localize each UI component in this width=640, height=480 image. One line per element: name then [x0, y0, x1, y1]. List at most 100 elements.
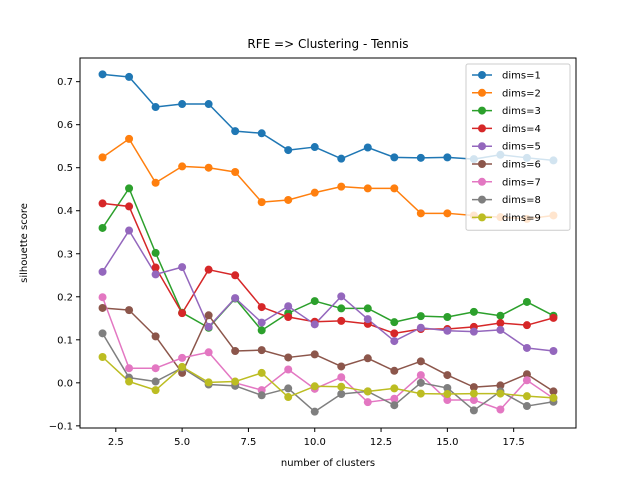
data-point-dims-4: [522, 321, 531, 330]
data-point-dims-9: [496, 389, 505, 398]
data-point-dims-9: [178, 362, 187, 371]
data-point-dims-7: [284, 365, 293, 374]
data-point-dims-8: [522, 402, 531, 411]
legend-item-dims-1: dims=1: [472, 71, 541, 82]
data-point-dims-9: [125, 377, 134, 386]
data-point-dims-9: [363, 387, 372, 396]
legend-marker-dims-8: [478, 195, 486, 204]
data-point-dims-9: [337, 382, 346, 391]
data-point-dims-4: [151, 263, 160, 272]
data-point-dims-2: [98, 153, 107, 162]
data-point-dims-3: [416, 312, 425, 321]
data-point-dims-5: [231, 294, 240, 303]
data-point-dims-2: [257, 198, 266, 207]
chart-title: RFE => Clustering - Tennis: [247, 37, 408, 51]
x-axis-ticks: 2.5 5.0 7.5 10.0 12.5 15.0 17.5: [108, 428, 525, 448]
data-point-dims-9: [151, 386, 160, 395]
x-tick-label: 10.0: [304, 437, 326, 448]
legend-label-dims-9: dims=9: [502, 213, 541, 224]
y-axis-label: silhouette score: [19, 203, 30, 283]
legend-item-dims-4: dims=4: [472, 124, 541, 135]
data-point-dims-9: [257, 368, 266, 377]
data-point-dims-5: [363, 315, 372, 324]
y-tick-label: 0.0: [57, 378, 73, 389]
legend-marker-dims-2: [478, 88, 486, 97]
data-point-dims-1: [310, 143, 319, 152]
legend-label-dims-1: dims=1: [502, 71, 541, 82]
series-line-dims-4: [102, 202, 554, 335]
data-point-dims-5: [151, 270, 160, 279]
data-point-dims-5: [416, 323, 425, 332]
legend-label-dims-2: dims=2: [502, 88, 541, 99]
data-point-dims-5: [204, 322, 213, 331]
data-point-dims-1: [284, 146, 293, 155]
data-point-dims-6: [151, 332, 160, 341]
plot-frame: [79, 57, 577, 429]
data-point-dims-3: [98, 223, 107, 232]
data-point-dims-8: [257, 391, 266, 400]
legend-item-dims-3: dims=3: [472, 106, 541, 117]
data-point-dims-3: [257, 326, 266, 335]
x-tick-label: 5.0: [174, 437, 190, 448]
data-point-dims-4: [178, 309, 187, 318]
data-point-dims-2: [363, 184, 372, 193]
data-point-dims-4: [231, 271, 240, 280]
data-point-dims-6: [98, 303, 107, 312]
data-point-dims-6: [469, 383, 478, 392]
legend-item-dims-7: dims=7: [472, 177, 541, 188]
series-line-dims-9: [102, 356, 554, 399]
data-point-dims-8: [443, 383, 452, 392]
data-point-dims-2: [231, 168, 240, 177]
data-point-dims-1: [151, 103, 160, 112]
data-point-dims-6: [549, 387, 558, 396]
data-point-dims-9: [522, 392, 531, 401]
legend-marker-dims-5: [478, 142, 486, 151]
series-line-dims-3: [101, 187, 554, 332]
data-point-dims-6: [337, 362, 346, 371]
data-point-dims-6: [416, 357, 425, 366]
plot-markers: [98, 70, 558, 416]
data-point-dims-2: [443, 209, 452, 218]
data-point-dims-7: [390, 394, 399, 403]
legend-label-dims-3: dims=3: [502, 106, 541, 117]
series-line-dims-7: [101, 296, 554, 411]
data-point-dims-7: [416, 371, 425, 380]
data-point-dims-7: [443, 396, 452, 405]
data-point-dims-2: [178, 162, 187, 171]
data-point-dims-5: [469, 327, 478, 336]
y-tick-label: −0.1: [49, 421, 73, 432]
data-point-dims-3: [363, 304, 372, 313]
y-tick-label: 0.6: [57, 120, 73, 131]
data-point-dims-8: [416, 378, 425, 387]
data-point-dims-7: [337, 373, 346, 382]
legend-marker-dims-4: [478, 124, 486, 133]
data-point-dims-5: [337, 292, 346, 301]
data-point-dims-2: [125, 134, 134, 143]
y-tick-label: 0.7: [57, 77, 73, 88]
y-tick-label: 0.4: [57, 206, 73, 217]
data-point-dims-3: [337, 304, 346, 313]
data-point-dims-7: [151, 364, 160, 373]
data-point-dims-7: [496, 405, 505, 414]
data-point-dims-1: [98, 70, 107, 79]
data-point-dims-6: [496, 381, 505, 390]
x-axis-label: number of clusters: [281, 458, 375, 469]
data-point-dims-8: [337, 390, 346, 399]
data-point-dims-5: [257, 318, 266, 327]
x-tick-label: 2.5: [108, 437, 124, 448]
data-point-dims-8: [310, 407, 319, 416]
data-point-dims-4: [257, 303, 266, 312]
data-point-dims-9: [390, 384, 399, 393]
data-point-dims-6: [125, 306, 134, 315]
data-point-dims-1: [231, 127, 240, 136]
data-point-dims-9: [231, 377, 240, 386]
data-point-dims-9: [98, 353, 107, 362]
data-point-dims-6: [390, 366, 399, 375]
data-point-dims-2: [310, 188, 319, 197]
data-point-dims-5: [98, 267, 107, 276]
data-point-dims-9: [443, 390, 452, 399]
series-line-dims-5: [101, 229, 554, 352]
data-point-dims-2: [204, 163, 213, 172]
legend-item-dims-2: dims=2: [472, 88, 541, 99]
